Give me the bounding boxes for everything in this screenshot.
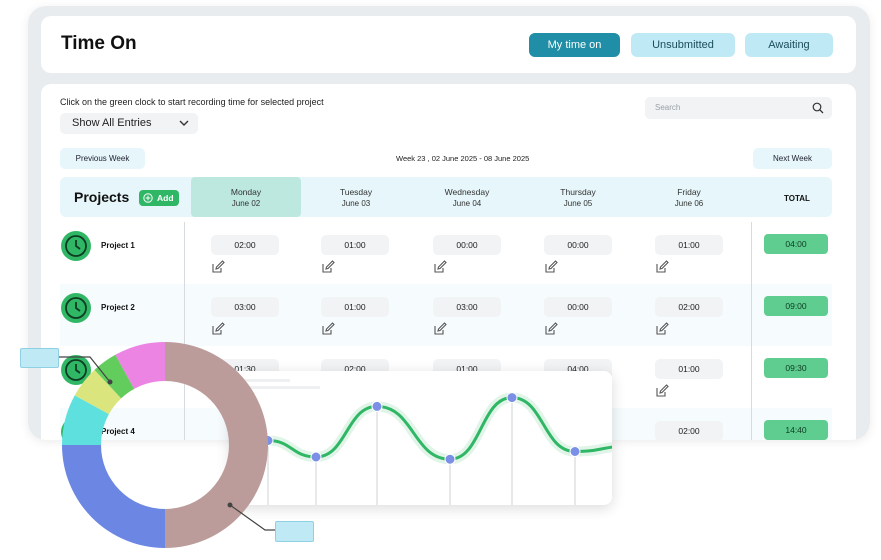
row-total: 09:00: [764, 296, 828, 316]
time-entry-cell[interactable]: 01:00: [321, 297, 389, 317]
chevron-down-icon: [179, 120, 189, 126]
time-entry-cell[interactable]: 03:00: [433, 297, 501, 317]
clock-icon[interactable]: [61, 231, 91, 261]
data-point: [569, 446, 581, 457]
day-date: June 05: [563, 199, 593, 208]
day-column-monday[interactable]: Monday June 02: [191, 177, 301, 217]
day-name: Wednesday: [444, 187, 490, 197]
header: Time On My time on Unsubmitted Awaiting: [41, 16, 856, 73]
time-entry-cell[interactable]: 01:00: [655, 235, 723, 255]
column-divider: [751, 222, 752, 440]
search-input[interactable]: Search: [645, 97, 832, 119]
project-name: Project 4: [101, 427, 135, 436]
project-name: Project 2: [101, 303, 135, 312]
edit-icon[interactable]: [655, 260, 669, 274]
time-entry-cell[interactable]: 01:00: [321, 235, 389, 255]
week-label: Week 23 , 02 June 2025 - 08 June 2025: [396, 154, 530, 163]
day-name: Monday: [230, 187, 262, 197]
instruction-text: Click on the green clock to start record…: [60, 97, 324, 107]
callout-label: [275, 521, 314, 542]
plus-circle-icon: [143, 193, 153, 203]
tab-awaiting[interactable]: Awaiting: [745, 33, 833, 57]
pie-slice: [115, 342, 165, 389]
time-entry-cell[interactable]: 00:00: [544, 235, 612, 255]
series-line-glow: [267, 392, 612, 465]
placeholder-bar: [240, 386, 320, 389]
time-entry-cell[interactable]: 03:00: [211, 297, 279, 317]
row-total: 04:00: [764, 234, 828, 254]
day-name: Tuesday: [339, 187, 373, 197]
edit-icon[interactable]: [321, 260, 335, 274]
tab-unsubmitted[interactable]: Unsubmitted: [631, 33, 735, 57]
app-title: Time On: [61, 33, 137, 54]
day-date: June 06: [674, 199, 704, 208]
edit-icon[interactable]: [321, 322, 335, 336]
time-entry-cell[interactable]: 01:00: [655, 359, 723, 379]
day-column-thursday[interactable]: Thursday June 05: [523, 177, 633, 217]
day-date: June 03: [341, 199, 371, 208]
data-point: [310, 451, 322, 463]
row-total: 14:40: [764, 420, 828, 440]
time-entry-cell[interactable]: 02:00: [655, 421, 723, 440]
edit-icon[interactable]: [433, 322, 447, 336]
line-chart-card: [230, 371, 612, 505]
edit-icon[interactable]: [655, 322, 669, 336]
edit-icon[interactable]: [544, 322, 558, 336]
day-column-tuesday[interactable]: Tuesday June 03: [301, 177, 411, 217]
day-name: Thursday: [560, 187, 596, 197]
time-entry-cell[interactable]: 02:00: [655, 297, 723, 317]
column-divider: [184, 222, 185, 440]
add-project-button[interactable]: Add: [139, 190, 179, 206]
tab-my-time-on[interactable]: My time on: [529, 33, 620, 57]
pie-slice: [165, 342, 268, 548]
entries-filter-select[interactable]: Show All Entries: [60, 113, 198, 134]
project-name: Project 1: [101, 241, 135, 250]
next-week-button[interactable]: Next Week: [753, 148, 832, 169]
entries-filter-value: Show All Entries: [72, 117, 152, 129]
clock-icon[interactable]: [61, 293, 91, 323]
total-header: TOTAL: [784, 194, 810, 203]
edit-icon[interactable]: [655, 384, 669, 398]
time-entry-cell[interactable]: 00:00: [433, 235, 501, 255]
edit-icon[interactable]: [433, 260, 447, 274]
projects-title: Projects: [74, 189, 130, 205]
add-project-label: Add: [157, 193, 174, 203]
day-column-wednesday[interactable]: Wednesday June 04: [412, 177, 522, 217]
day-date: June 02: [231, 199, 261, 208]
row-total: 09:30: [764, 358, 828, 378]
edit-icon[interactable]: [544, 260, 558, 274]
data-point: [444, 453, 456, 465]
grid-header: Projects Add Monday June 02 Tuesday June…: [60, 177, 832, 217]
search-placeholder: Search: [655, 103, 681, 112]
placeholder-bar: [240, 379, 290, 382]
callout-label: [20, 348, 59, 368]
data-point: [371, 400, 383, 412]
pie-slice: [62, 395, 109, 445]
day-column-friday[interactable]: Friday June 06: [634, 177, 744, 217]
search-icon[interactable]: [812, 102, 824, 114]
day-date: June 04: [452, 199, 482, 208]
edit-icon[interactable]: [211, 322, 225, 336]
time-entry-cell[interactable]: 02:00: [211, 235, 279, 255]
donut-chart: [62, 342, 268, 548]
pie-slice: [62, 445, 165, 548]
data-point: [506, 392, 518, 404]
previous-week-button[interactable]: Previous Week: [60, 148, 145, 169]
edit-icon[interactable]: [211, 260, 225, 274]
time-entry-cell[interactable]: 00:00: [544, 297, 612, 317]
day-name: Friday: [677, 187, 701, 197]
line-chart: [240, 379, 612, 505]
